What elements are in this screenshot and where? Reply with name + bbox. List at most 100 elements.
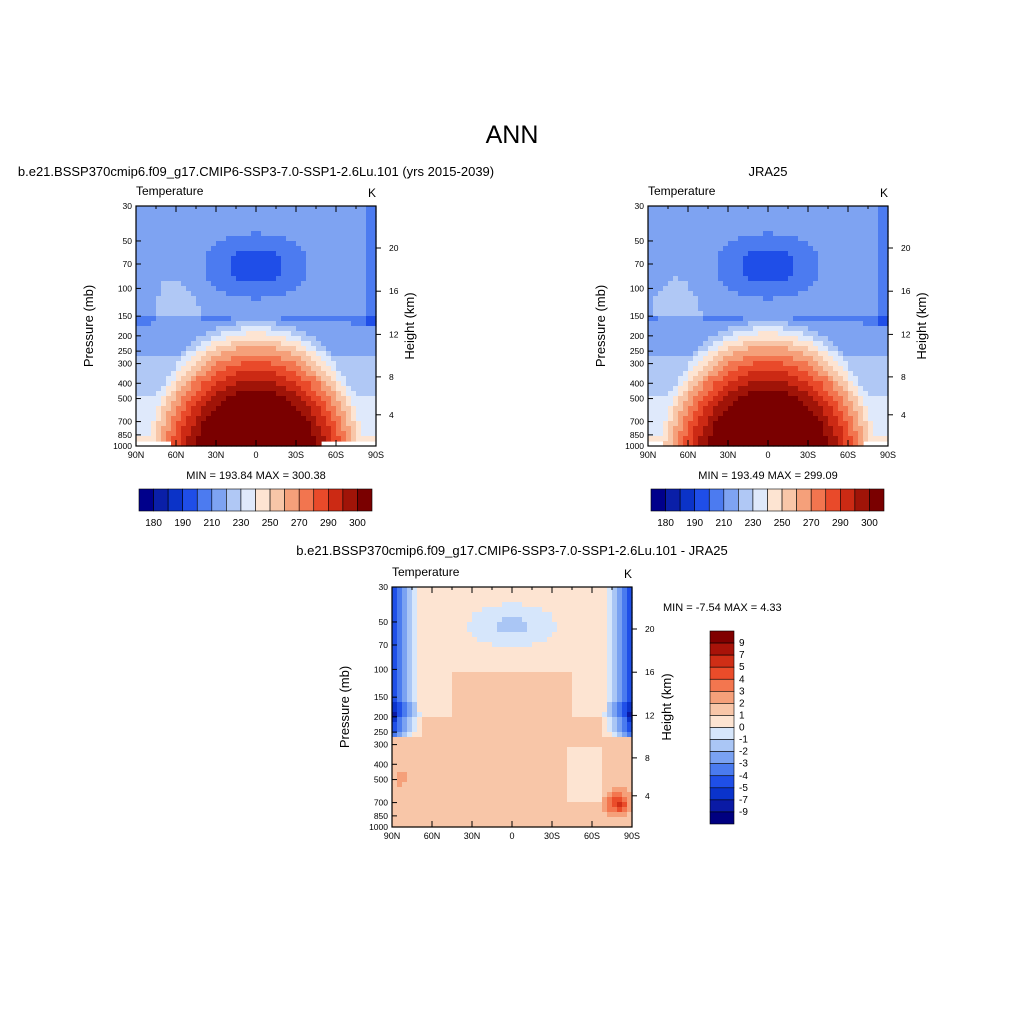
field-cell	[663, 296, 669, 302]
field-cell	[798, 426, 804, 432]
field-cell	[281, 311, 287, 317]
field-cell	[271, 411, 277, 417]
field-cell	[863, 361, 869, 367]
field-cell	[191, 256, 197, 262]
field-cell	[708, 431, 714, 437]
field-cell	[497, 587, 503, 593]
field-cell	[326, 226, 332, 232]
field-cell	[798, 281, 804, 287]
field-cell	[351, 371, 357, 377]
field-cell	[663, 381, 669, 387]
field-cell	[306, 381, 312, 387]
field-cell	[648, 321, 654, 327]
field-cell	[356, 376, 362, 382]
field-cell	[356, 231, 362, 237]
field-cell	[783, 386, 789, 392]
field-cell	[673, 226, 679, 232]
field-cell	[171, 246, 177, 252]
y-tick-label: 200	[118, 331, 132, 341]
field-cell	[698, 386, 704, 392]
field-cell	[868, 281, 874, 287]
field-cell	[878, 216, 884, 222]
field-cell	[296, 351, 302, 357]
field-cell	[166, 281, 172, 287]
field-cell	[557, 602, 563, 608]
field-cell	[266, 306, 272, 312]
field-cell	[336, 431, 342, 437]
field-cell	[708, 271, 714, 277]
field-cell	[878, 266, 884, 272]
field-cell	[648, 386, 654, 392]
field-cell	[281, 231, 287, 237]
field-cell	[266, 386, 272, 392]
field-cell	[833, 381, 839, 387]
field-cell	[366, 286, 372, 292]
field-cell	[728, 401, 734, 407]
field-cell	[216, 291, 222, 297]
field-cell	[311, 416, 317, 422]
field-cell	[366, 381, 372, 387]
field-cell	[698, 406, 704, 412]
field-cell	[246, 331, 252, 337]
field-cell	[713, 391, 719, 397]
field-cell	[171, 296, 177, 302]
field-cell	[206, 266, 212, 272]
field-cell	[873, 401, 879, 407]
field-cell	[191, 431, 197, 437]
field-cell	[833, 216, 839, 222]
field-cell	[858, 436, 864, 442]
field-cell	[191, 221, 197, 227]
field-cell	[768, 326, 774, 332]
field-cell	[512, 592, 518, 598]
field-cell	[537, 587, 543, 593]
field-cell	[798, 376, 804, 382]
field-cell	[648, 246, 654, 252]
field-cell	[291, 271, 297, 277]
field-cell	[276, 341, 282, 347]
field-cell	[617, 592, 623, 598]
field-cell	[668, 306, 674, 312]
field-cell	[221, 276, 227, 282]
field-cell	[231, 286, 237, 292]
field-cell	[708, 376, 714, 382]
colorbar-swatch	[256, 489, 271, 511]
field-cell	[698, 241, 704, 247]
field-cell	[151, 411, 157, 417]
field-cell	[658, 331, 664, 337]
field-cell	[733, 261, 739, 267]
field-cell	[151, 311, 157, 317]
field-cell	[708, 231, 714, 237]
field-cell	[241, 381, 247, 387]
field-cell	[648, 296, 654, 302]
field-cell	[688, 381, 694, 387]
field-cell	[286, 286, 292, 292]
field-cell	[678, 216, 684, 222]
field-cell	[683, 326, 689, 332]
field-cell	[281, 316, 287, 322]
field-cell	[693, 396, 699, 402]
field-cell	[141, 206, 147, 212]
field-cell	[843, 426, 849, 432]
field-cell	[246, 351, 252, 357]
field-cell	[798, 276, 804, 282]
field-cell	[226, 216, 232, 222]
field-cell	[748, 296, 754, 302]
field-cell	[823, 291, 829, 297]
field-cell	[658, 261, 664, 267]
field-cell	[161, 271, 167, 277]
field-cell	[678, 316, 684, 322]
field-cell	[407, 602, 413, 608]
field-cell	[181, 211, 187, 217]
field-cell	[783, 326, 789, 332]
colorbar-swatch	[226, 489, 241, 511]
field-cell	[261, 231, 267, 237]
field-cell	[151, 371, 157, 377]
field-cell	[316, 256, 322, 262]
field-cell	[878, 231, 884, 237]
field-cell	[256, 291, 262, 297]
field-cell	[321, 326, 327, 332]
field-cell	[196, 246, 202, 252]
field-cell	[196, 211, 202, 217]
field-cell	[838, 266, 844, 272]
field-cell	[326, 431, 332, 437]
